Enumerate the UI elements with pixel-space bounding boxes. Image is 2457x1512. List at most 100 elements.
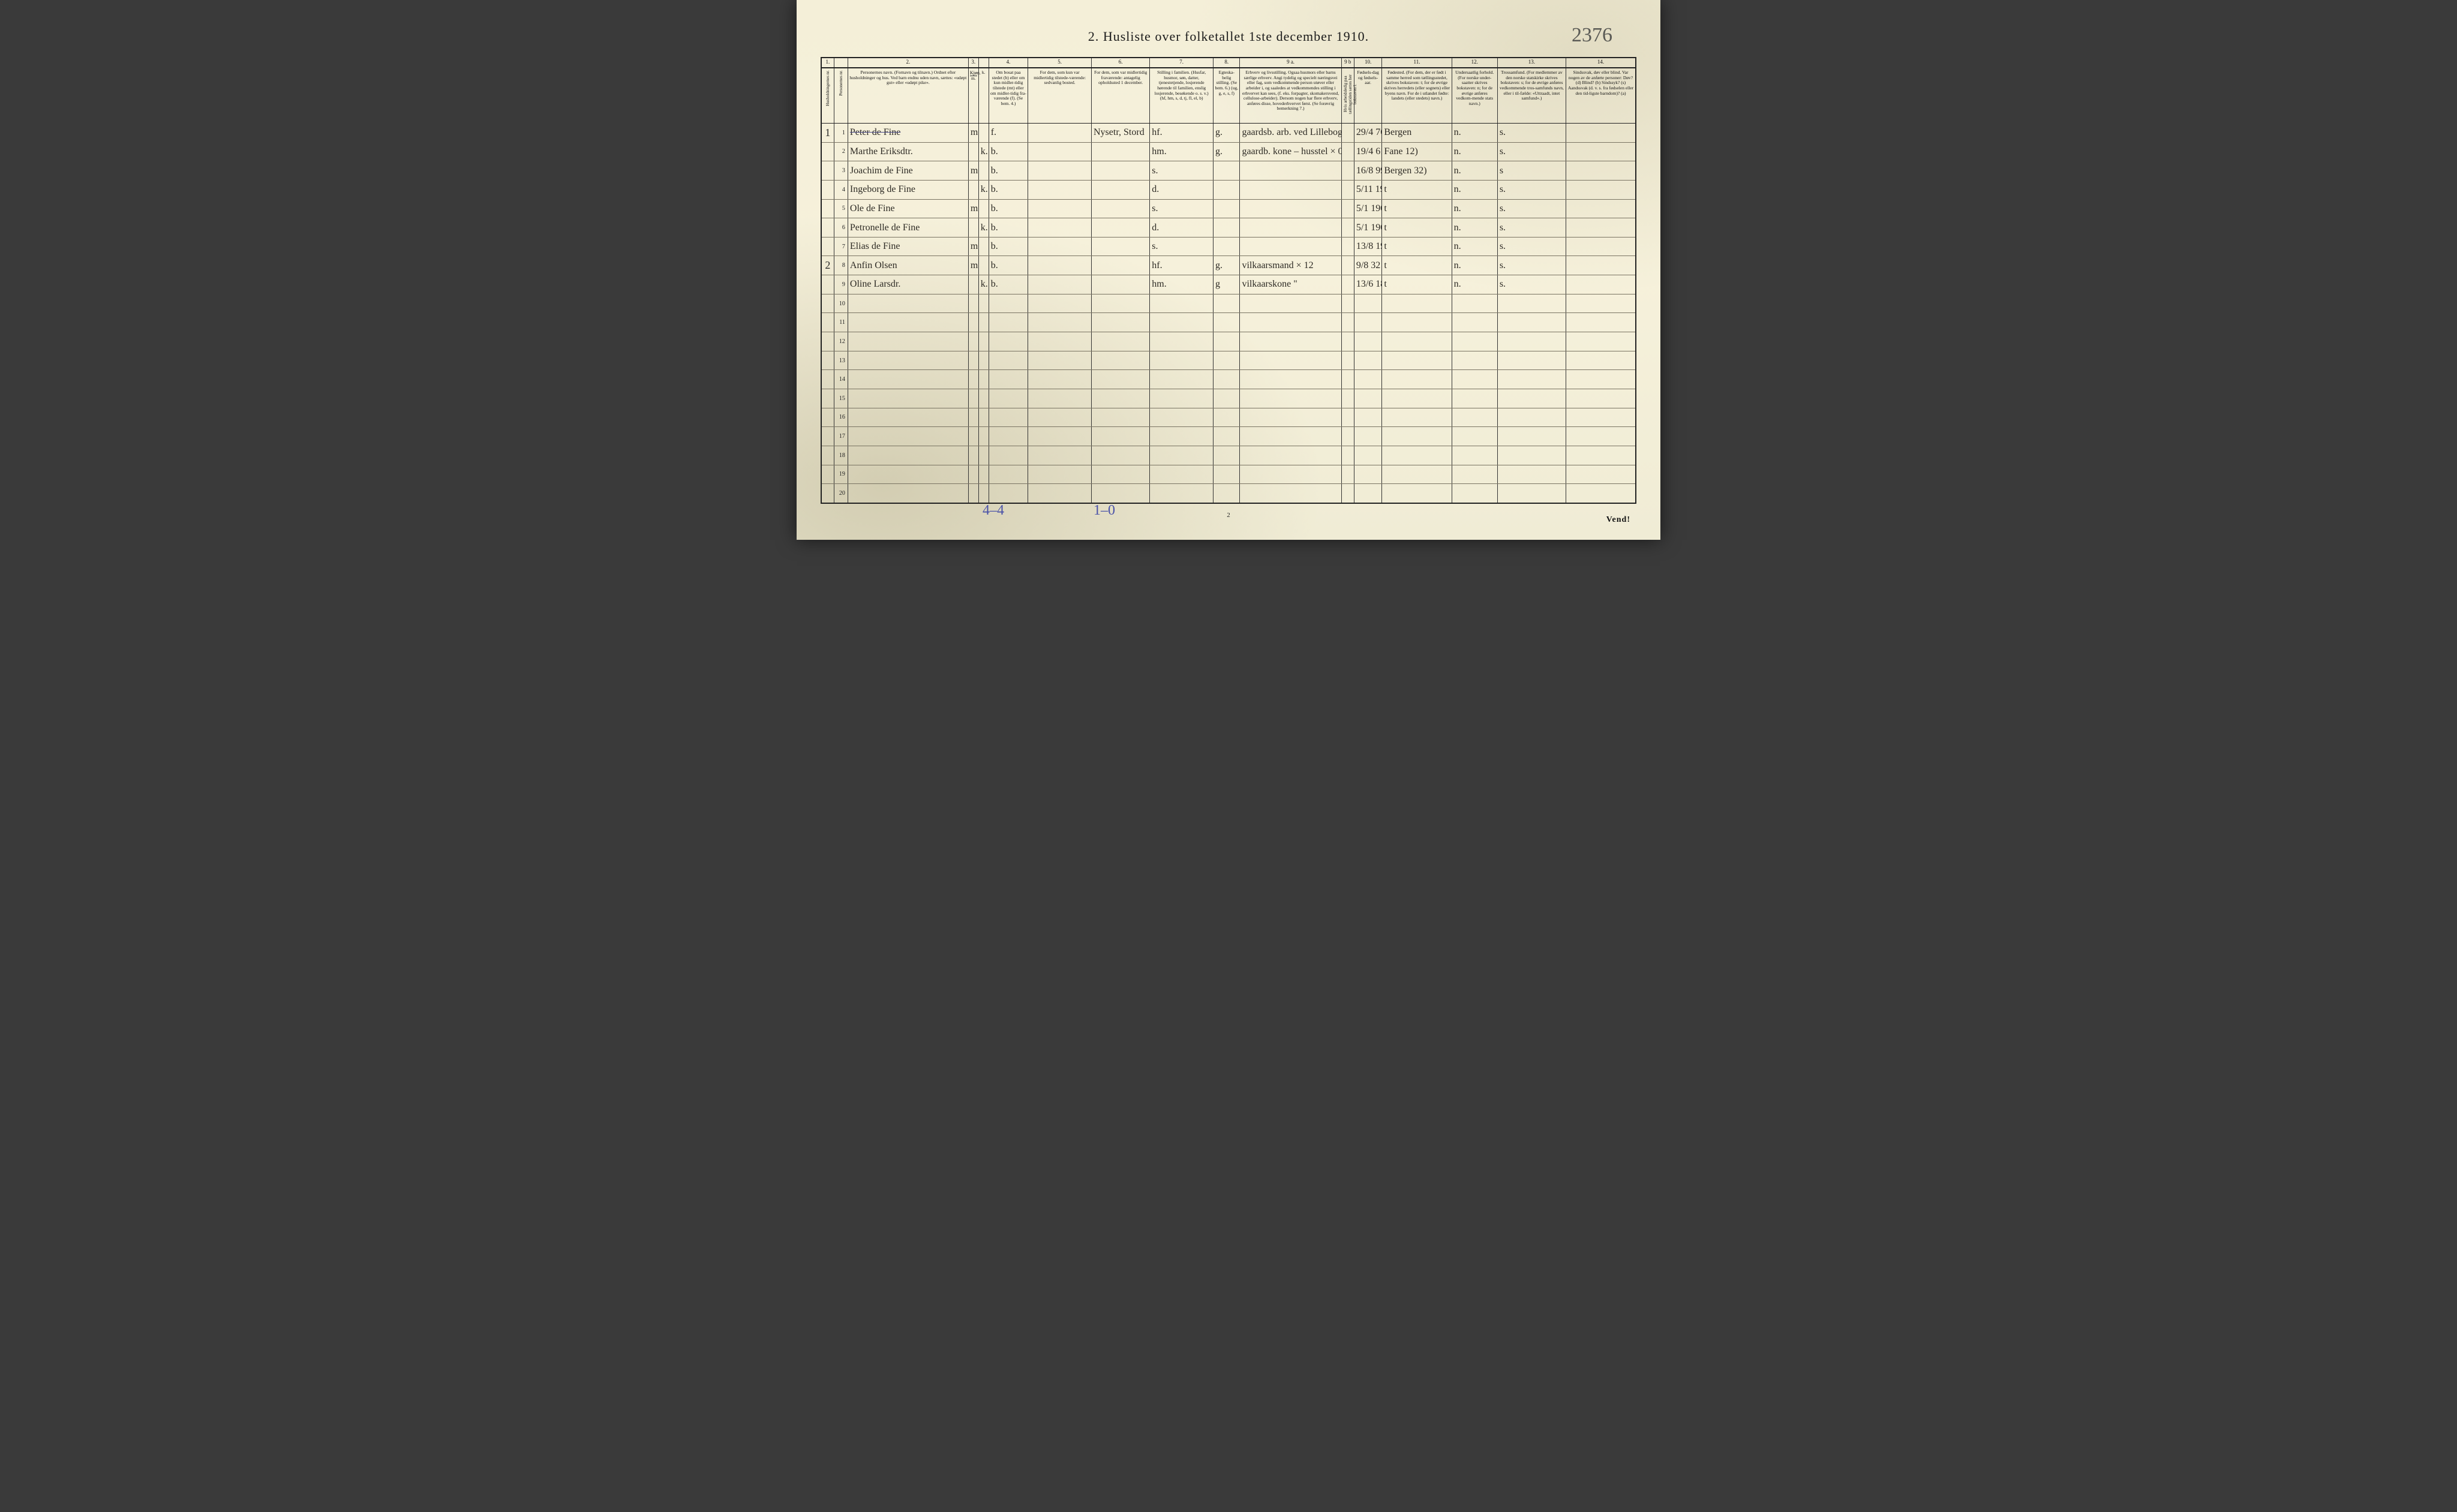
cell-c5 (1028, 218, 1092, 238)
cell-und: n. (1452, 124, 1497, 143)
cell-tro (1497, 294, 1566, 313)
cell-fst (1382, 332, 1452, 351)
cell-dob: 5/1 1901 (1354, 199, 1382, 218)
cell-c6 (1092, 465, 1150, 484)
col-header: Erhverv og livsstilling. Ogsaa husmors e… (1240, 68, 1341, 124)
cell-l (1341, 218, 1354, 238)
cell-c6 (1092, 351, 1150, 370)
cell-hh (821, 332, 834, 351)
cell-name (848, 351, 968, 370)
cell-und (1452, 389, 1497, 408)
cell-c6 (1092, 446, 1150, 465)
table-row: 3Joachim de Finem.b.s.16/8 99Bergen 32)n… (821, 161, 1636, 181)
cell-sds (1566, 124, 1636, 143)
cell-erh (1240, 370, 1341, 389)
cell-name (848, 313, 968, 332)
cell-res (989, 408, 1028, 427)
cell-und (1452, 427, 1497, 446)
cell-l (1341, 142, 1354, 161)
cell-erh (1240, 294, 1341, 313)
cell-eg (1214, 199, 1240, 218)
cell-res: b. (989, 199, 1028, 218)
cell-sds (1566, 408, 1636, 427)
cell-tro: s. (1497, 256, 1566, 275)
cell-l (1341, 484, 1354, 503)
cell-n: 1 (834, 124, 848, 143)
table-row: 6Petronelle de Finek.b.d.5/1 1904tn.s. (821, 218, 1636, 238)
cell-tro (1497, 351, 1566, 370)
cell-fam (1150, 389, 1214, 408)
cell-c5 (1028, 294, 1092, 313)
cell-res: b. (989, 275, 1028, 294)
cell-erh (1240, 484, 1341, 503)
cell-c6: Nysetr, Stord (1092, 124, 1150, 143)
table-row: 12 (821, 332, 1636, 351)
cell-n: 16 (834, 408, 848, 427)
cell-m (968, 408, 978, 427)
cell-k (978, 408, 989, 427)
cell-und: n. (1452, 237, 1497, 256)
cell-eg (1214, 332, 1240, 351)
cell-eg (1214, 237, 1240, 256)
cell-und (1452, 446, 1497, 465)
cell-tro (1497, 465, 1566, 484)
cell-n: 17 (834, 427, 848, 446)
cell-eg (1214, 180, 1240, 199)
cell-m (968, 275, 978, 294)
cell-erh (1240, 313, 1341, 332)
cell-k (978, 332, 989, 351)
cell-erh (1240, 180, 1341, 199)
cell-hh (821, 218, 834, 238)
cell-fst (1382, 484, 1452, 503)
cell-hh (821, 199, 834, 218)
cell-sds (1566, 142, 1636, 161)
cell-hh (821, 370, 834, 389)
cell-eg (1214, 484, 1240, 503)
cell-hh (821, 427, 834, 446)
cell-hh (821, 351, 834, 370)
cell-k (978, 427, 989, 446)
cell-m (968, 465, 978, 484)
cell-sds (1566, 370, 1636, 389)
cell-und (1452, 484, 1497, 503)
cell-c6 (1092, 218, 1150, 238)
col-header: Husholdningernes nr. (821, 68, 834, 124)
cell-name (848, 465, 968, 484)
cell-fam (1150, 408, 1214, 427)
cell-name: Elias de Fine (848, 237, 968, 256)
cell-l (1341, 427, 1354, 446)
cell-und: n. (1452, 199, 1497, 218)
cell-l (1341, 465, 1354, 484)
cell-n: 3 (834, 161, 848, 181)
cell-k (978, 484, 989, 503)
cell-und: n. (1452, 256, 1497, 275)
cell-k (978, 294, 989, 313)
cell-hh (821, 237, 834, 256)
table-row: 16 (821, 408, 1636, 427)
cell-name: Oline Larsdr. (848, 275, 968, 294)
column-header-row: Husholdningernes nr.Personernes nr.Perso… (821, 68, 1636, 124)
cell-n: 7 (834, 237, 848, 256)
cell-hh (821, 446, 834, 465)
cell-hh (821, 161, 834, 181)
col-number: 4. (989, 58, 1028, 68)
table-row: 11 (821, 313, 1636, 332)
cell-res: b. (989, 237, 1028, 256)
cell-eg (1214, 313, 1240, 332)
cell-sds (1566, 218, 1636, 238)
cell-hh (821, 275, 834, 294)
cell-fam (1150, 294, 1214, 313)
cell-c5 (1028, 389, 1092, 408)
cell-k (978, 351, 989, 370)
cell-fst: t (1382, 237, 1452, 256)
table-row: 9Oline Larsdr.k.b.hm.gvilkaarskone "13/6… (821, 275, 1636, 294)
cell-n: 19 (834, 465, 848, 484)
cell-eg (1214, 370, 1240, 389)
cell-fst: Bergen (1382, 124, 1452, 143)
cell-name (848, 427, 968, 446)
cell-sds (1566, 332, 1636, 351)
cell-n: 9 (834, 275, 848, 294)
cell-erh (1240, 389, 1341, 408)
col-header: Hvis arbeidsledig paa tællingstiden sætt… (1341, 68, 1354, 124)
cell-sds (1566, 294, 1636, 313)
